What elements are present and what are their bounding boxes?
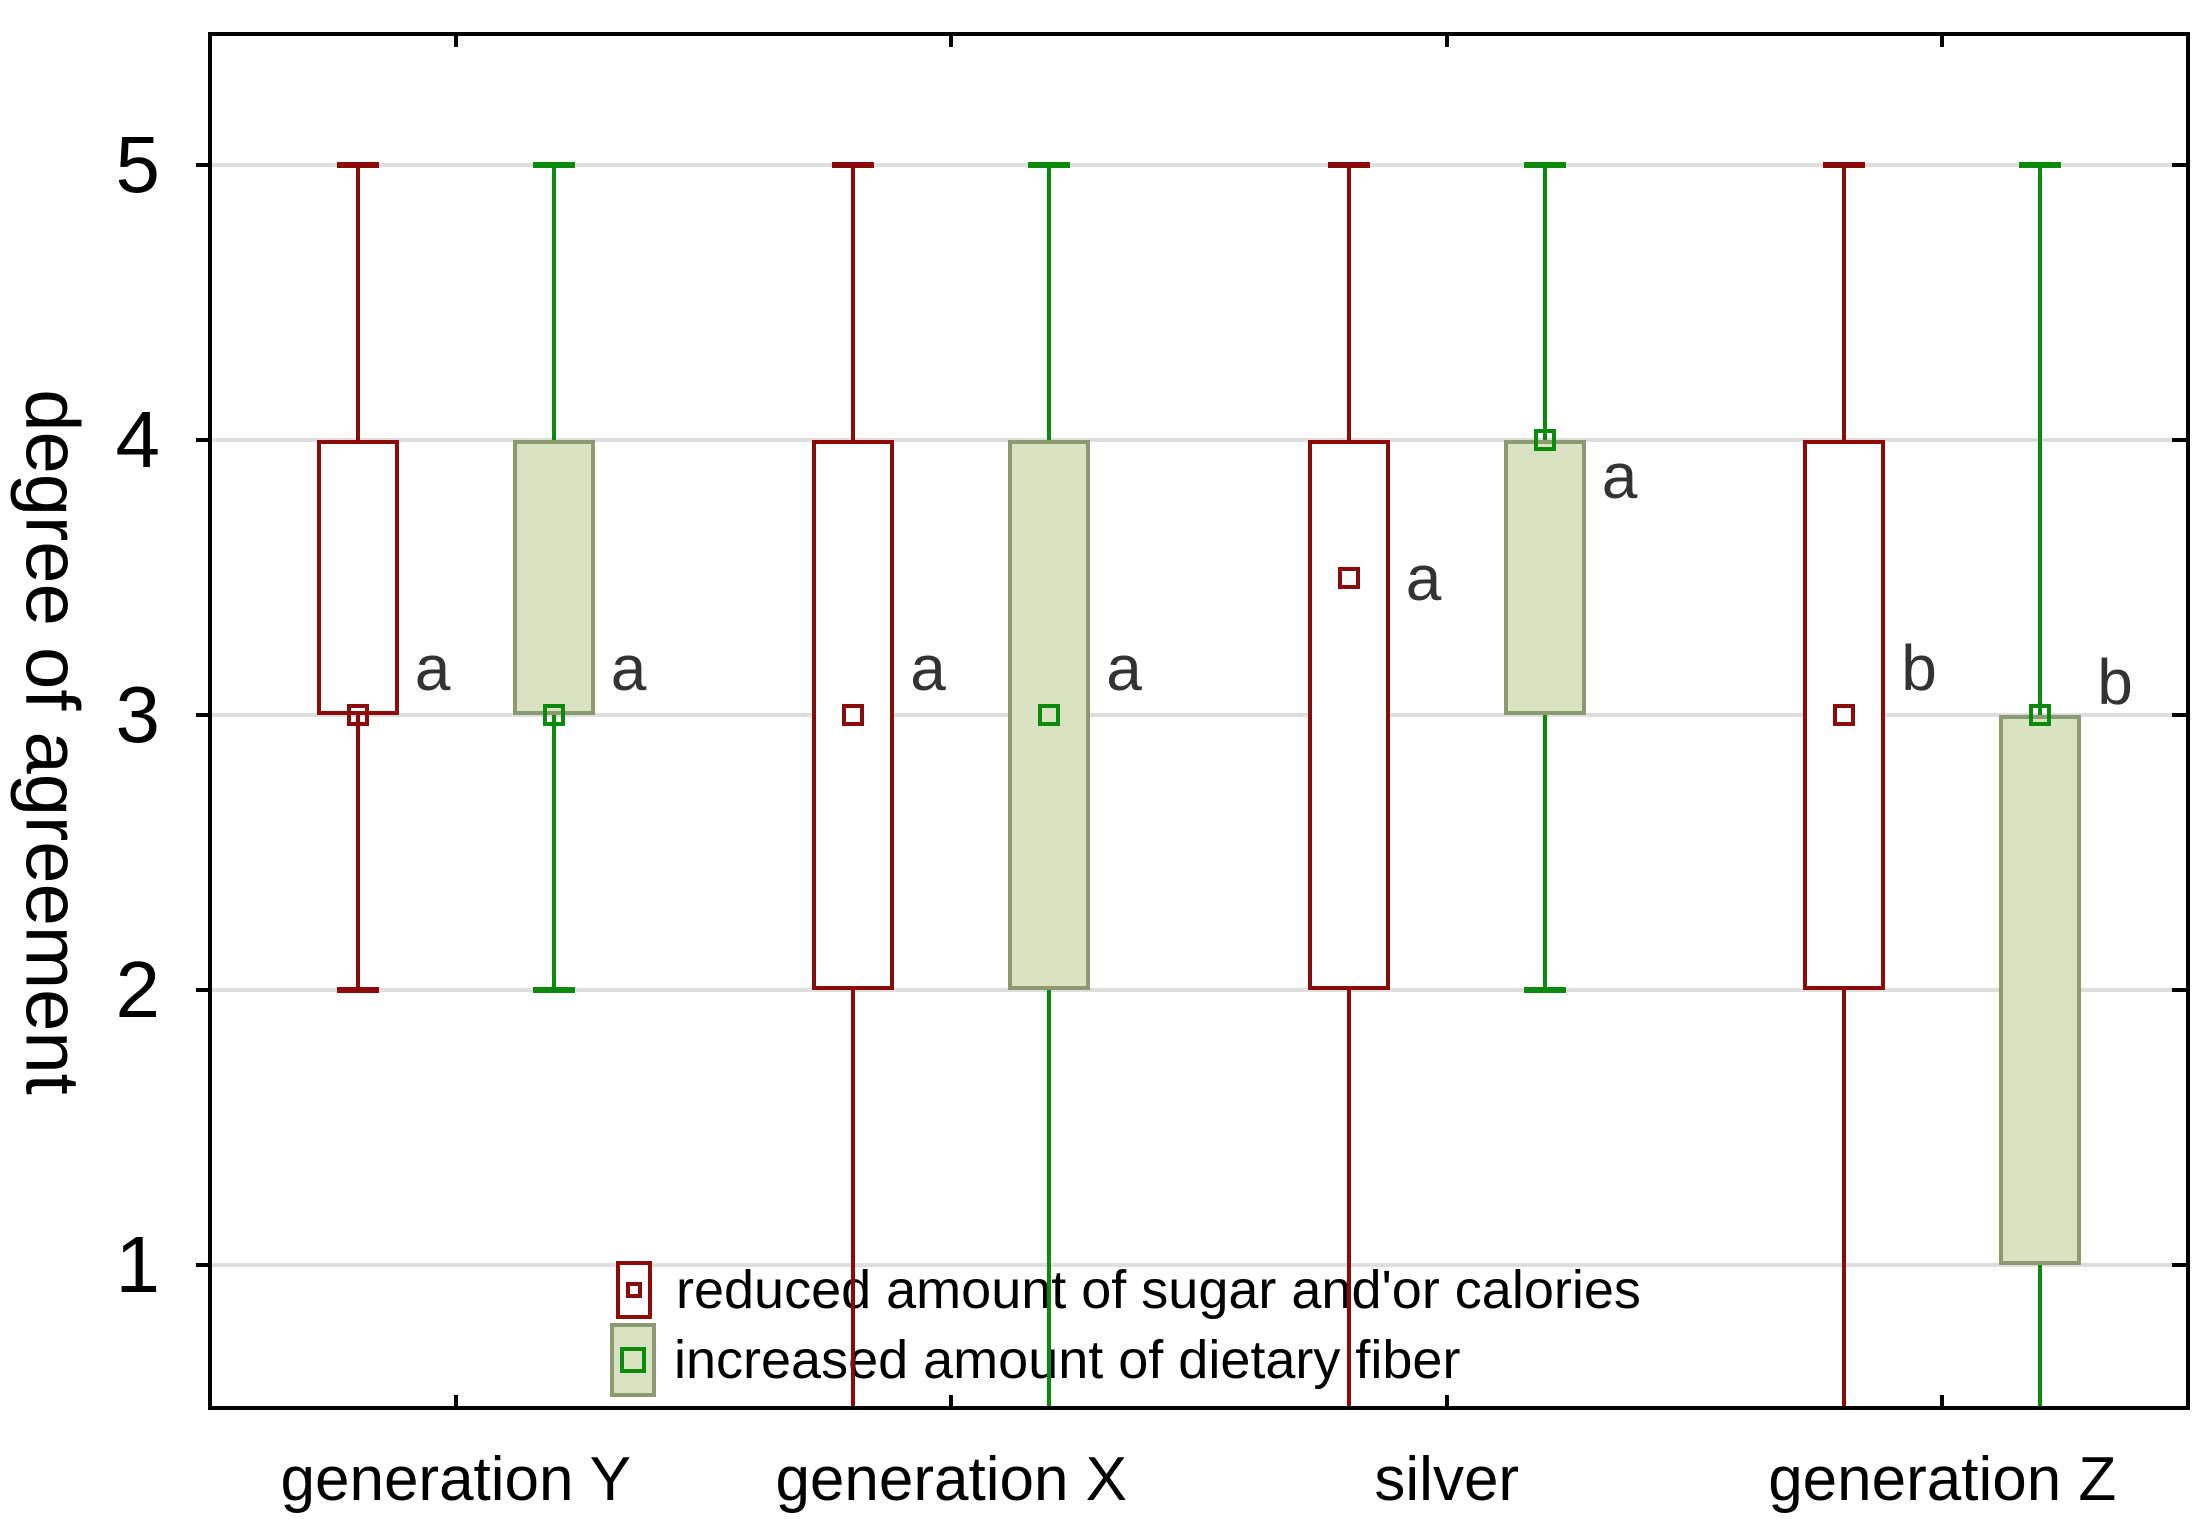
median-marker-sugar-3 — [1833, 704, 1856, 726]
y-tick-right-5 — [2172, 163, 2186, 167]
x-category-label-0: generation Y — [280, 1445, 631, 1514]
legend-label-sugar: reduced amount of sugar and'or calories — [676, 1260, 1641, 1320]
box-fiber-2 — [1503, 440, 1586, 715]
whisker-cap-low-fiber-2 — [1523, 987, 1566, 993]
gridline-3 — [212, 713, 2186, 717]
legend-row-fiber: increased amount of dietary fiber — [610, 1323, 1460, 1397]
whisker-cap-high-sugar-0 — [336, 162, 379, 168]
x-tick-top-2 — [1444, 36, 1449, 47]
whisker-cap-high-fiber-0 — [532, 162, 575, 168]
median-marker-fiber-3 — [2029, 704, 2052, 726]
y-tick-label-1: 1 — [115, 1220, 161, 1309]
y-tick-label-5: 5 — [115, 120, 161, 209]
whisker-cap-low-sugar-0 — [336, 987, 379, 993]
y-tick-right-4 — [2172, 438, 2186, 442]
median-marker-sugar-0 — [346, 704, 369, 726]
box-fiber-3 — [1999, 715, 2082, 1265]
x-category-label-2: silver — [1374, 1445, 1520, 1514]
whisker-cap-low-fiber-0 — [532, 987, 575, 993]
y-tick-right-2 — [2172, 988, 2186, 992]
sugar-median-marker-icon — [626, 1282, 642, 1298]
y-tick-left-1 — [196, 1263, 208, 1267]
median-marker-sugar-1 — [842, 704, 865, 726]
x-category-label-3: generation Z — [1768, 1445, 2117, 1514]
whisker-cap-high-sugar-2 — [1327, 162, 1370, 168]
y-tick-left-4 — [196, 438, 208, 442]
gridline-5 — [212, 163, 2186, 167]
sig-letter-fiber-0: a — [610, 632, 647, 705]
x-tick-bottom-1 — [949, 1395, 954, 1406]
whisker-cap-high-sugar-1 — [832, 162, 875, 168]
fiber-box-legend-marker-icon — [610, 1323, 656, 1397]
median-marker-fiber-1 — [1038, 704, 1061, 726]
y-tick-left-5 — [196, 163, 208, 167]
x-category-label-1: generation X — [775, 1445, 1128, 1514]
plot-area: reduced amount of sugar and'or calories … — [208, 32, 2190, 1410]
legend-label-fiber: increased amount of dietary fiber — [674, 1330, 1461, 1390]
y-tick-label-2: 2 — [115, 945, 161, 1034]
box-fiber-0 — [512, 440, 595, 715]
sig-letter-fiber-3: b — [2097, 646, 2133, 718]
box-sugar-0 — [316, 440, 399, 715]
whisker-cap-high-fiber-3 — [2019, 162, 2062, 168]
x-tick-top-3 — [1940, 36, 1945, 47]
sig-letter-sugar-2: a — [1405, 541, 1442, 614]
sugar-box-legend-marker-icon — [616, 1261, 652, 1319]
gridline-2 — [212, 988, 2186, 992]
whisker-cap-high-fiber-2 — [1523, 162, 1566, 168]
x-tick-bottom-0 — [453, 1395, 458, 1406]
median-marker-sugar-2 — [1337, 566, 1360, 589]
y-tick-label-3: 3 — [115, 670, 161, 759]
y-tick-label-4: 4 — [115, 395, 161, 484]
median-marker-fiber-0 — [542, 704, 565, 726]
box-sugar-3 — [1803, 440, 1886, 990]
y-tick-left-3 — [196, 713, 208, 717]
sig-letter-sugar-1: a — [910, 632, 946, 705]
y-tick-right-3 — [2172, 713, 2186, 717]
whisker-cap-high-fiber-1 — [1028, 162, 1071, 168]
sig-letter-fiber-2: a — [1601, 439, 1638, 512]
gridline-1 — [212, 1263, 2186, 1267]
whisker-cap-high-sugar-3 — [1823, 162, 1866, 168]
fiber-median-marker-icon — [620, 1347, 646, 1373]
legend-row-sugar: reduced amount of sugar and'or calories — [616, 1260, 1641, 1320]
box-fiber-1 — [1008, 440, 1091, 990]
median-marker-fiber-2 — [1533, 429, 1556, 451]
x-tick-top-0 — [453, 36, 458, 47]
y-tick-left-2 — [196, 988, 208, 992]
x-tick-bottom-3 — [1940, 1395, 1945, 1406]
sig-letter-sugar-3: b — [1901, 632, 1937, 705]
x-tick-bottom-2 — [1444, 1395, 1449, 1406]
box-sugar-1 — [812, 440, 895, 990]
gridline-4 — [212, 438, 2186, 442]
y-tick-right-1 — [2172, 1263, 2186, 1267]
sig-letter-fiber-1: a — [1106, 632, 1142, 705]
box-sugar-2 — [1307, 440, 1390, 990]
x-tick-top-1 — [949, 36, 954, 47]
sig-letter-sugar-0: a — [414, 632, 451, 705]
